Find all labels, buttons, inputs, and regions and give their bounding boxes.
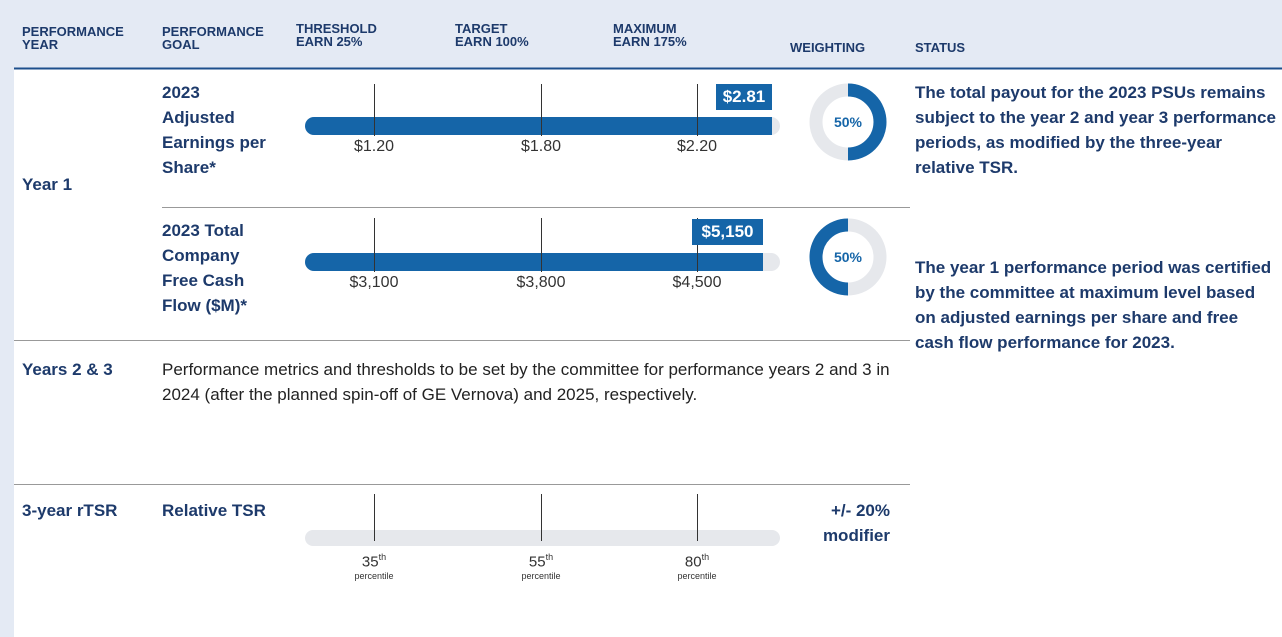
donut-2 — [809, 218, 887, 296]
percentile-label: 35th percentile — [354, 552, 394, 582]
dividers — [14, 207, 910, 485]
years-text: Performance metrics and thresholds to be… — [162, 360, 890, 404]
year-label: Year 1 — [22, 175, 73, 194]
weighting: 50% — [833, 249, 863, 265]
level-label: $2.20 — [676, 138, 718, 155]
year-label: Years 2 & 3 — [22, 360, 113, 379]
level-label: $4,500 — [672, 274, 722, 291]
result-label: $2.81 — [716, 84, 772, 110]
header-cell: MAXIMUM EARN 175% — [613, 21, 687, 49]
weighting: 50% — [833, 114, 863, 130]
percentile-label: 80th percentile — [677, 552, 717, 582]
goal-name: 2023 Total Company Free Cash Flow ($M)* — [162, 221, 247, 315]
donut-1 — [809, 83, 887, 161]
modifier: +/- 20% modifier — [822, 501, 890, 545]
level-label: $1.80 — [520, 138, 562, 155]
header-cell: PERFORMANCE GOAL — [162, 24, 264, 52]
header-cell: TARGET EARN 100% — [455, 21, 529, 49]
header-cell: PERFORMANCE YEAR — [22, 24, 124, 52]
result-label: $5,150 — [692, 219, 763, 245]
header-cell: STATUS — [915, 40, 966, 55]
rtsr-bar — [305, 494, 780, 546]
bar-2 — [305, 218, 780, 272]
level-label: $3,100 — [349, 274, 399, 291]
bar-1 — [305, 84, 780, 136]
status-text: The total payout for the 2023 PSUs remai… — [915, 83, 1276, 177]
year-label: 3-year rTSR — [22, 501, 118, 520]
percentile-label: 55th percentile — [521, 552, 561, 582]
goal-name: 2023 Adjusted Earnings per Share* — [162, 83, 266, 177]
header-cell: WEIGHTING — [790, 40, 866, 55]
status-text: The year 1 performance period was certif… — [915, 258, 1272, 352]
header-cell: THRESHOLD EARN 25% — [296, 21, 377, 49]
goal-name: Relative TSR — [162, 501, 266, 520]
level-label: $3,800 — [516, 274, 566, 291]
level-label: $1.20 — [353, 138, 395, 155]
